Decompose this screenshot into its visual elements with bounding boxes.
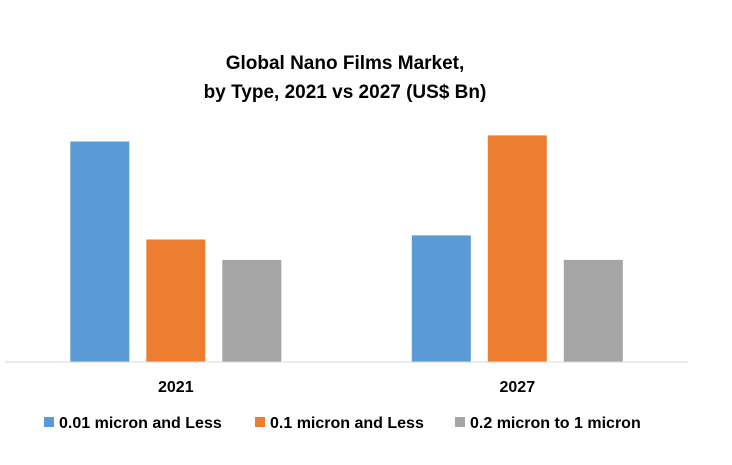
legend: 0.01 micron and Less 0.1 micron and Less 0… (44, 415, 641, 432)
plot-area (70, 135, 623, 362)
legend-label-2: 0.2 micron to 1 micron (470, 415, 641, 432)
x-tick-label-2021: 2021 (158, 379, 194, 396)
legend-swatch-0 (44, 417, 54, 427)
bar-2021-series-1 (146, 239, 206, 362)
x-tick-label-2027: 2027 (500, 379, 536, 396)
bar-2027-series-1 (487, 135, 547, 362)
chart-title-line-2: by Type, 2021 vs 2027 (US$ Bn) (204, 82, 487, 103)
bar-2027-series-0 (411, 235, 471, 362)
legend-swatch-2 (455, 417, 465, 427)
bar-2021-series-2 (222, 259, 282, 362)
chart-title-line-1: Global Nano Films Market, (226, 53, 465, 74)
bar-2027-series-2 (563, 259, 623, 362)
x-axis-ticks: 2021 2027 (158, 379, 535, 396)
legend-label-1: 0.1 micron and Less (270, 415, 424, 432)
bar-2021-series-0 (70, 141, 130, 362)
legend-swatch-1 (255, 417, 265, 427)
legend-label-0: 0.01 micron and Less (59, 415, 222, 432)
